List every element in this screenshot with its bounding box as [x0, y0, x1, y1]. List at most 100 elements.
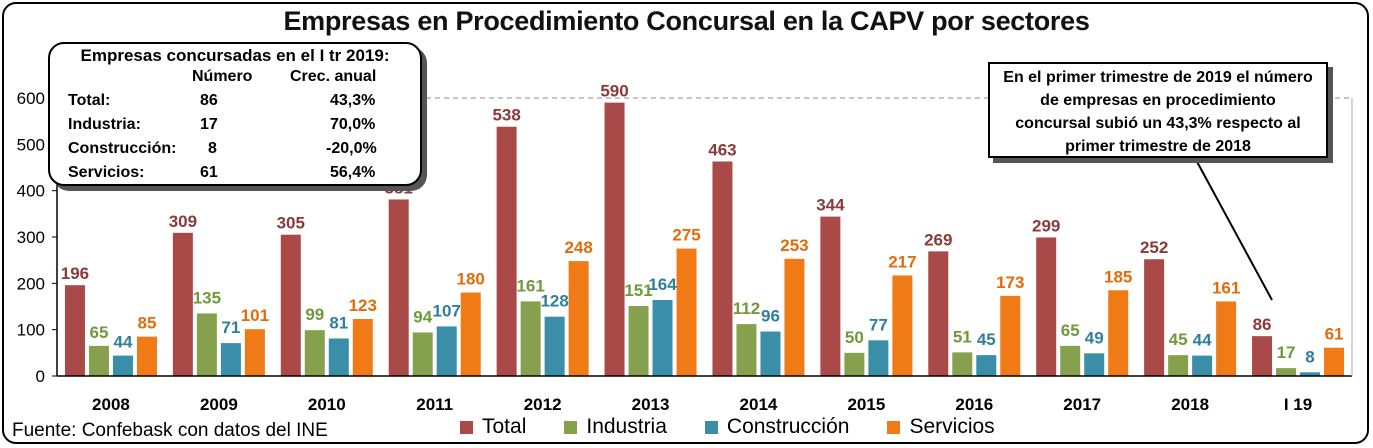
legend-label: Industria — [586, 415, 667, 438]
data-label: 101 — [241, 306, 269, 325]
summary-row-crec: 70,0% — [330, 116, 376, 133]
bar — [760, 331, 781, 376]
legend-label: Total — [482, 415, 527, 438]
data-label: 305 — [277, 214, 305, 233]
legend-item-total: Total — [460, 415, 526, 439]
chart-title: Empresas en Procedimiento Concursal en l… — [283, 6, 1090, 36]
chart-legend: Total Industria Construcción Servicios — [460, 414, 1033, 440]
data-label: 309 — [169, 212, 197, 231]
bar — [460, 292, 481, 376]
summary-row-crec: 56,4% — [330, 164, 376, 181]
bar — [1144, 259, 1165, 376]
bar — [304, 330, 325, 376]
summary-row-label: Construcción: — [68, 140, 177, 157]
callout-line-4: primer trimestre de 2018 — [1065, 138, 1251, 155]
bar — [328, 338, 349, 376]
summary-col-numero: Número — [192, 68, 253, 85]
x-tick-label: 2010 — [308, 395, 346, 414]
x-tick-label: 2014 — [740, 395, 778, 414]
bar — [388, 199, 409, 376]
data-label: 164 — [648, 275, 677, 294]
data-label: 185 — [1104, 267, 1132, 286]
data-label: 180 — [457, 270, 485, 289]
y-tick-label: 0 — [36, 367, 45, 386]
x-tick-label: 2009 — [200, 395, 238, 414]
data-label: 45 — [1169, 330, 1188, 349]
bar — [1324, 347, 1345, 376]
summary-row-crec: -20,0% — [326, 140, 377, 157]
data-label: 344 — [816, 196, 845, 215]
data-label: 85 — [137, 314, 156, 333]
summary-row: Construcción: 8 -20,0% — [50, 140, 420, 162]
summary-row-crec: 43,3% — [330, 92, 376, 109]
data-label: 253 — [780, 236, 808, 255]
bar — [976, 355, 997, 376]
data-label: 107 — [433, 301, 461, 320]
callout-line-2: de empresas en procedimiento — [1040, 92, 1276, 109]
callout-box: En el primer trimestre de 2019 el número… — [988, 62, 1328, 158]
bar — [844, 352, 865, 376]
data-label: 94 — [413, 307, 432, 326]
data-label: 161 — [1212, 278, 1240, 297]
data-label: 123 — [349, 296, 377, 315]
bar — [1084, 353, 1105, 376]
bar — [136, 336, 157, 376]
legend-label: Construcción — [726, 415, 850, 438]
bar — [928, 251, 949, 376]
bar — [1300, 372, 1321, 376]
bar — [1216, 301, 1237, 376]
summary-row: Total: 86 43,3% — [50, 92, 420, 114]
y-tick-label: 600 — [17, 89, 45, 108]
summary-row-numero: 86 — [200, 92, 218, 109]
bar — [1276, 368, 1297, 376]
bar — [64, 285, 85, 376]
data-label: 17 — [1277, 343, 1296, 362]
legend-label: Servicios — [909, 415, 995, 438]
bar — [1060, 345, 1081, 376]
callout-line-3: concursal subió un 43,3% respecto al — [1015, 115, 1301, 132]
bar — [604, 102, 625, 376]
data-label: 96 — [761, 307, 780, 326]
x-tick-label: 2013 — [632, 395, 670, 414]
data-label: 65 — [89, 323, 108, 342]
bar — [496, 126, 517, 376]
bar — [412, 332, 433, 376]
summary-row: Industria: 17 70,0% — [50, 116, 420, 138]
data-label: 252 — [1140, 238, 1168, 257]
legend-swatch — [460, 420, 473, 434]
data-label: 112 — [733, 299, 760, 318]
data-label: 135 — [193, 288, 221, 307]
data-label: 99 — [305, 305, 324, 324]
data-label: 86 — [1253, 315, 1272, 334]
data-label: 269 — [924, 230, 952, 249]
chart-bars — [64, 102, 1345, 376]
bar — [628, 306, 649, 376]
data-label: 217 — [888, 252, 916, 271]
data-label: 248 — [564, 238, 592, 257]
bar — [712, 161, 733, 376]
bar — [652, 300, 673, 376]
x-tick-label: I 19 — [1284, 395, 1312, 414]
x-tick-label: 2008 — [92, 395, 130, 414]
bar — [520, 301, 541, 376]
bar — [172, 232, 193, 376]
y-tick-label: 100 — [17, 321, 45, 340]
summary-box: Empresas concursadas en el I tr 2019: Nú… — [48, 42, 422, 186]
x-tick-label: 2016 — [955, 395, 993, 414]
summary-header: Empresas concursadas en el I tr 2019: — [80, 46, 390, 65]
data-label: 50 — [845, 328, 864, 347]
data-label: 44 — [113, 333, 132, 352]
data-label: 77 — [869, 315, 888, 334]
bar — [1168, 355, 1189, 376]
bar — [1252, 336, 1273, 376]
bar — [436, 326, 457, 376]
data-label: 61 — [1325, 325, 1344, 344]
data-label: 590 — [600, 82, 628, 101]
x-tick-label: 2011 — [416, 395, 453, 414]
bar — [820, 216, 841, 376]
data-label: 463 — [708, 140, 736, 159]
summary-row-numero: 8 — [208, 140, 217, 157]
summary-row-numero: 17 — [200, 116, 218, 133]
